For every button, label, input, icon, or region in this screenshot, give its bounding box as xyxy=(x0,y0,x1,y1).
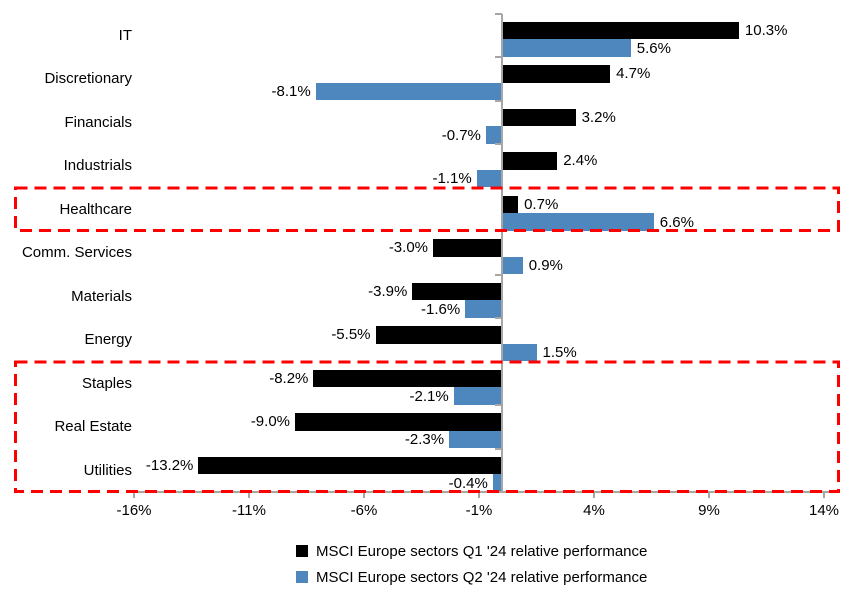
value-axis-tick xyxy=(248,492,250,498)
value-label-q1-industrials: 2.4% xyxy=(563,152,598,170)
category-label-it: IT xyxy=(118,26,132,44)
category-label-staples: Staples xyxy=(81,374,132,392)
category-axis-tick xyxy=(495,143,502,145)
category-label-materials: Materials xyxy=(71,287,132,305)
q2-legend-label: MSCI Europe sectors Q2 '24 relative perf… xyxy=(316,568,648,586)
bar-q2-materials xyxy=(465,300,502,318)
value-label-q1-financials: 3.2% xyxy=(581,108,616,126)
category-axis-tick xyxy=(495,230,502,232)
value-label-q2-industrials: -1.1% xyxy=(432,170,472,188)
value-label-q2-materials: -1.6% xyxy=(421,300,461,318)
q1-legend-label: MSCI Europe sectors Q1 '24 relative perf… xyxy=(316,542,648,560)
category-label-financials: Financials xyxy=(64,113,132,131)
bar-q1-healthcare xyxy=(502,195,519,214)
category-axis-line xyxy=(501,13,503,492)
x-tick-label-14: 14% xyxy=(808,502,840,519)
x-tick-label-11: -11% xyxy=(232,502,266,519)
bar-q2-energy xyxy=(502,343,537,362)
value-axis-tick xyxy=(593,492,595,498)
highlight-box-1 xyxy=(14,186,840,232)
category-axis-tick xyxy=(495,186,502,189)
x-tick-label-16: -16% xyxy=(116,502,152,519)
bar-q2-staples xyxy=(453,387,502,405)
value-label-q1-real-estate: -9.0% xyxy=(250,413,290,431)
bar-q2-industrials xyxy=(476,169,502,188)
bar-q1-real-estate xyxy=(295,413,502,431)
value-label-q2-comm-services: 0.9% xyxy=(528,257,563,275)
bar-q1-discretionary xyxy=(502,65,611,83)
bar-q2-healthcare xyxy=(502,213,654,231)
value-label-q2-discretionary: -8.1% xyxy=(271,83,311,101)
category-label-energy: Energy xyxy=(84,331,132,349)
bar-q1-utilities xyxy=(198,456,502,475)
q1-legend-swatch-icon xyxy=(296,545,308,557)
bar-q2-it xyxy=(502,39,631,57)
value-label-q2-healthcare: 6.6% xyxy=(659,213,694,231)
bar-q2-real-estate xyxy=(449,430,502,449)
bar-q1-energy xyxy=(375,326,502,344)
bar-q2-discretionary xyxy=(315,82,502,101)
category-axis-tick xyxy=(495,317,502,319)
value-label-q2-financials: -0.7% xyxy=(441,126,481,144)
x-tick-label-9: 9% xyxy=(698,502,720,519)
category-axis-tick xyxy=(495,404,502,406)
value-label-q1-discretionary: 4.7% xyxy=(616,65,651,83)
bar-q1-comm-services xyxy=(433,239,502,257)
value-label-q2-it: 5.6% xyxy=(636,39,671,57)
value-axis-line xyxy=(133,491,838,493)
value-label-q1-staples: -8.2% xyxy=(269,369,309,387)
bar-q1-materials xyxy=(412,282,502,301)
category-axis-tick xyxy=(495,99,502,102)
bar-q2-comm-services xyxy=(502,256,523,275)
legend-item-q2: MSCI Europe sectors Q2 '24 relative perf… xyxy=(296,564,647,590)
value-label-q2-energy: 1.5% xyxy=(542,344,577,362)
x-tick-label-1: -1% xyxy=(465,502,493,519)
x-tick-label-6: -6% xyxy=(350,502,378,519)
value-label-q1-utilities: -13.2% xyxy=(145,456,194,474)
category-axis-tick xyxy=(495,360,502,363)
value-label-q1-it: 10.3% xyxy=(744,21,788,39)
value-label-q1-materials: -3.9% xyxy=(368,282,408,300)
category-label-healthcare: Healthcare xyxy=(59,200,132,218)
category-label-comm-services: Comm. Services xyxy=(21,244,132,262)
legend-item-q1: MSCI Europe sectors Q1 '24 relative perf… xyxy=(296,538,647,564)
value-label-q2-staples: -2.1% xyxy=(409,387,449,405)
value-label-q1-energy: -5.5% xyxy=(331,326,371,344)
value-label-q2-utilities: -0.4% xyxy=(448,474,488,492)
bar-q1-industrials xyxy=(502,152,558,170)
value-axis-tick xyxy=(133,492,135,498)
value-label-q1-comm-services: -3.0% xyxy=(388,239,428,257)
category-axis-tick xyxy=(495,273,502,276)
category-axis-tick xyxy=(495,447,502,450)
value-axis-tick xyxy=(363,492,365,498)
value-axis-tick xyxy=(823,492,825,498)
category-label-discretionary: Discretionary xyxy=(44,70,132,88)
value-axis-tick xyxy=(708,492,710,498)
category-axis-tick xyxy=(495,56,502,58)
x-tick-label-4: 4% xyxy=(583,502,605,519)
value-axis-tick xyxy=(478,492,480,498)
q2-legend-swatch-icon xyxy=(296,571,308,583)
bar-q1-financials xyxy=(502,108,576,127)
value-label-q2-real-estate: -2.3% xyxy=(404,431,445,449)
category-axis-tick xyxy=(495,12,502,15)
bar-q2-financials xyxy=(485,126,502,144)
bar-q1-it xyxy=(502,21,739,40)
bar-q1-staples xyxy=(313,369,502,388)
value-label-q1-healthcare: 0.7% xyxy=(524,195,559,213)
legend: MSCI Europe sectors Q1 '24 relative perf… xyxy=(296,538,647,590)
category-label-real-estate: Real Estate xyxy=(54,418,132,436)
category-label-industrials: Industrials xyxy=(63,157,132,175)
